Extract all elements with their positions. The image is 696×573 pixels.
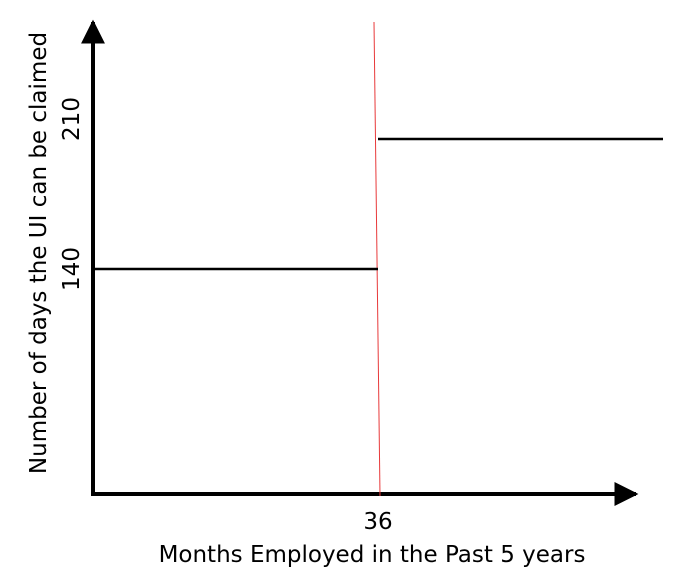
threshold-line — [373, 21, 381, 497]
x-axis-label: Months Employed in the Past 5 years — [159, 542, 586, 568]
y-tick-label-140: 140 — [59, 247, 85, 291]
x-tick-label-36: 36 — [363, 509, 392, 535]
y-axis-label: Number of days the UI can be claimed — [26, 32, 52, 474]
y-tick-label-210: 210 — [59, 97, 85, 141]
